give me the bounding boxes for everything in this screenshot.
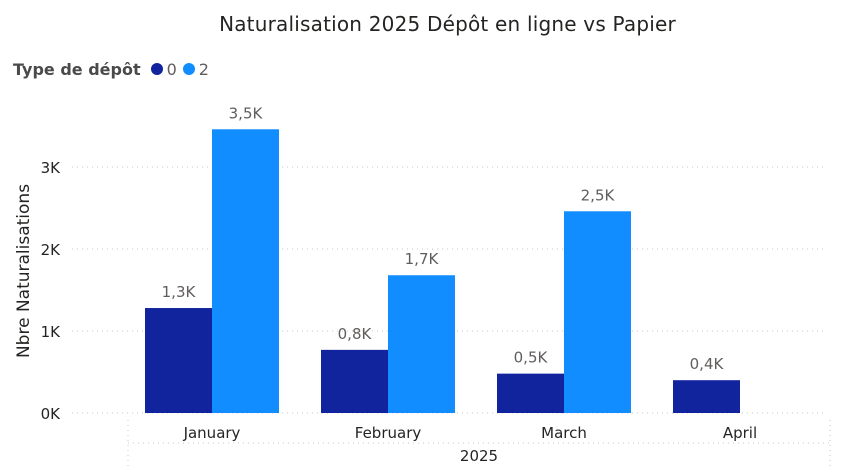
- data-label: 0,5K: [514, 349, 549, 367]
- legend-swatch-series-1: [182, 63, 195, 75]
- chart-title: Naturalisation 2025 Dépôt en ligne vs Pa…: [219, 12, 676, 36]
- legend-swatch-series-0: [150, 63, 163, 75]
- bar-2-january[interactable]: [212, 129, 279, 413]
- bar-2-february[interactable]: [388, 275, 455, 413]
- bar-2-march[interactable]: [564, 211, 631, 413]
- bar-0-march[interactable]: [497, 373, 564, 413]
- y-tick-label: 2K: [41, 241, 62, 259]
- data-label: 0,4K: [690, 355, 725, 373]
- bar-0-april[interactable]: [673, 380, 740, 413]
- x-tick-label-march: March: [541, 424, 587, 442]
- data-label: 1,3K: [162, 283, 197, 301]
- x-tick-label-february: February: [355, 424, 422, 442]
- legend: Type de dépôt 0 2: [13, 58, 215, 80]
- x-tick-label-january: January: [183, 424, 241, 442]
- data-label: 1,7K: [405, 250, 440, 268]
- x-group-label: 2025: [460, 447, 498, 465]
- legend-label-series-0: 0: [166, 59, 177, 79]
- legend-label-series-1: 2: [198, 59, 209, 79]
- data-label: 3,5K: [229, 104, 264, 122]
- data-label: 0,8K: [338, 325, 373, 343]
- y-tick-label: 0K: [41, 405, 62, 423]
- legend-item-series-1[interactable]: 2: [182, 59, 209, 79]
- x-tick-label-april: April: [723, 424, 757, 442]
- data-label: 2,5K: [581, 186, 616, 204]
- bar-0-january[interactable]: [145, 308, 212, 413]
- y-axis-title: Nbre Naturalisations: [14, 184, 34, 358]
- bar-0-february[interactable]: [321, 349, 388, 413]
- legend-title: Type de dépôt: [13, 59, 141, 79]
- y-tick-label: 3K: [41, 159, 62, 177]
- y-tick-label: 1K: [41, 323, 62, 341]
- legend-item-series-0[interactable]: 0: [150, 59, 177, 79]
